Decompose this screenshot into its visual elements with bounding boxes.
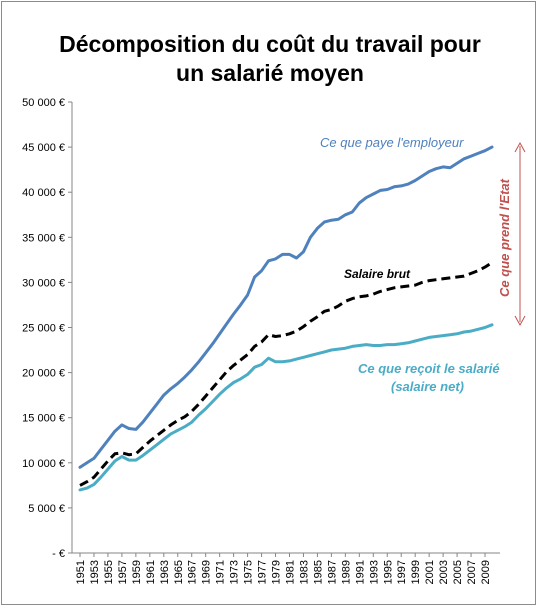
x-tick-label: 1963 <box>159 560 171 584</box>
y-tick-label: 50 000 € <box>22 97 65 109</box>
etat-arrow-head-top <box>514 141 526 153</box>
x-tick-label: 2003 <box>438 560 450 584</box>
x-tick-label: 1955 <box>103 560 115 584</box>
label-etat: Ce que prend l'Etat <box>497 178 512 297</box>
series-lines <box>78 145 494 492</box>
x-tick-label: 1993 <box>368 560 380 584</box>
y-tick-label: 30 000 € <box>22 277 65 289</box>
x-tick-label: 2001 <box>424 560 436 584</box>
x-tick-label: 2009 <box>480 560 492 584</box>
x-tick-label: 1979 <box>271 560 283 584</box>
y-tick-label: 5 000 € <box>28 503 65 515</box>
series-line-1 <box>79 261 493 487</box>
y-tick-label: 40 000 € <box>22 187 65 199</box>
series-line-2 <box>78 323 494 492</box>
label-net-line-2: (salaire net) <box>391 379 464 394</box>
x-tick-label: 2007 <box>466 560 478 584</box>
x-tick-label: 1951 <box>75 560 87 584</box>
y-tick-label: 25 000 € <box>22 323 65 335</box>
chart-title-line-2: un salarié moyen <box>176 60 364 86</box>
x-tick-label: 1957 <box>117 560 129 584</box>
x-tick-label: 1995 <box>382 560 394 584</box>
x-tick-label: 1953 <box>89 560 101 584</box>
x-tick-label: 1975 <box>243 560 255 584</box>
x-axis-ticks: 1951 1953 1955 1957 1959 1961 1963 1965 1967 1969… <box>75 553 492 584</box>
x-tick-label: 1967 <box>187 560 199 584</box>
etat-bracket <box>514 141 526 327</box>
chart-title-line-1: Décomposition du coût du travail pour <box>59 31 481 57</box>
x-tick-label: 2005 <box>452 560 464 584</box>
label-net-line-1: Ce que reçoit le salarié <box>358 361 500 376</box>
x-tick-label: 1973 <box>229 560 241 584</box>
etat-arrow-head-bottom <box>514 315 526 327</box>
x-tick-label: 1977 <box>257 560 269 584</box>
x-tick-label: 1965 <box>173 560 185 584</box>
x-tick-label: 1983 <box>298 560 310 584</box>
x-tick-label: 1985 <box>312 560 324 584</box>
label-salaire-brut: Salaire brut <box>344 267 411 281</box>
x-tick-label: 1961 <box>145 560 157 584</box>
y-tick-label: 20 000 € <box>22 368 65 380</box>
x-tick-label: 1969 <box>201 560 213 584</box>
x-tick-label: 1989 <box>340 560 352 584</box>
y-tick-label: 10 000 € <box>22 458 65 470</box>
y-axis-ticks: - € 5 000 € 10 000 € 15 000 € 20 000 € 25 000… <box>22 97 72 560</box>
y-tick-label: 15 000 € <box>22 413 65 425</box>
x-tick-label: 1959 <box>131 560 143 584</box>
y-tick-label: 45 000 € <box>22 142 65 154</box>
label-employeur: Ce que paye l'employeur <box>320 135 464 150</box>
x-tick-label: 1999 <box>410 560 422 584</box>
y-tick-label: - € <box>52 548 65 560</box>
y-tick-label: 35 000 € <box>22 232 65 244</box>
x-tick-label: 1981 <box>284 560 296 584</box>
x-tick-label: 1971 <box>215 560 227 584</box>
chart-title: Décomposition du coût du travail pour un… <box>0 30 540 88</box>
x-tick-label: 1997 <box>396 560 408 584</box>
x-tick-label: 1987 <box>326 560 338 584</box>
series-line-0 <box>78 145 494 469</box>
x-tick-label: 1991 <box>354 560 366 584</box>
